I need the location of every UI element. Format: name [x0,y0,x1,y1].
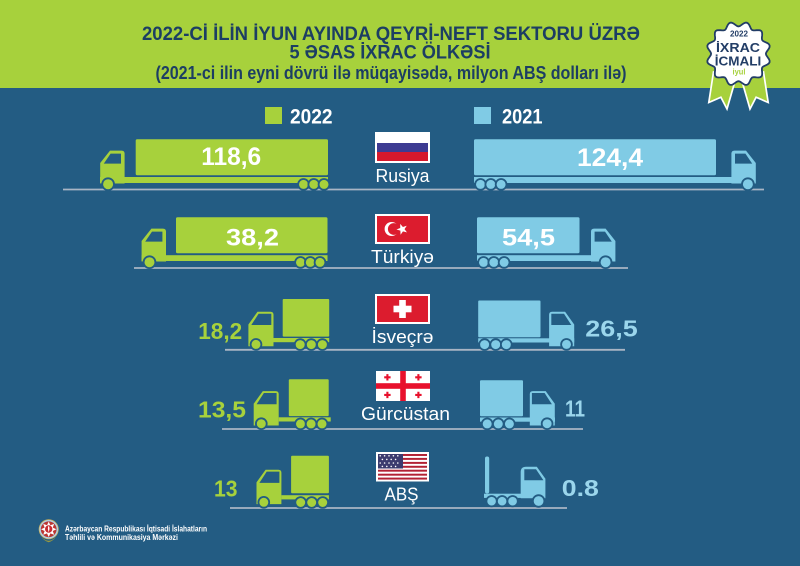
svg-text:Gürcüstan: Gürcüstan [361,404,450,424]
svg-text:(2021-ci ilin eyni dövrü ilə m: (2021-ci ilin eyni dövrü ilə müqayisədə,… [156,63,627,83]
svg-text:54,5: 54,5 [502,225,555,252]
svg-text:2022: 2022 [730,29,748,39]
svg-text:124,4: 124,4 [577,144,643,172]
svg-text:Təhlili və Kommunikasiya Mərkə: Təhlili və Kommunikasiya Mərkəzi [65,533,178,542]
svg-text:Azərbaycan Respublikası İqtisa: Azərbaycan Respublikası İqtisadi İslahat… [65,524,207,534]
svg-text:26,5: 26,5 [585,316,638,342]
svg-text:0.8: 0.8 [562,475,599,501]
svg-text:13: 13 [214,475,238,501]
svg-text:2022-Cİ İLİN İYUN AYINDA QEYRİ: 2022-Cİ İLİN İYUN AYINDA QEYRİ-NEFT SEKT… [142,22,640,45]
svg-text:İsveçrə: İsveçrə [372,327,434,347]
svg-text:Rusiya: Rusiya [376,166,431,186]
svg-text:Türkiyə: Türkiyə [371,247,434,267]
svg-text:İXRAC: İXRAC [716,40,761,55]
svg-text:2021: 2021 [502,105,543,128]
svg-text:13,5: 13,5 [198,396,246,422]
svg-text:38,2: 38,2 [226,224,279,251]
svg-text:2022: 2022 [290,105,333,128]
svg-text:5 ƏSAS İXRAC ÖLKƏSİ: 5 ƏSAS İXRAC ÖLKƏSİ [290,41,491,64]
svg-text:11: 11 [565,396,585,422]
svg-text:18,2: 18,2 [198,318,242,344]
svg-text:İCMALI: İCMALI [715,53,762,68]
svg-text:ABŞ: ABŞ [385,484,419,504]
svg-text:iyul: iyul [733,68,746,77]
svg-text:118,6: 118,6 [201,143,261,171]
